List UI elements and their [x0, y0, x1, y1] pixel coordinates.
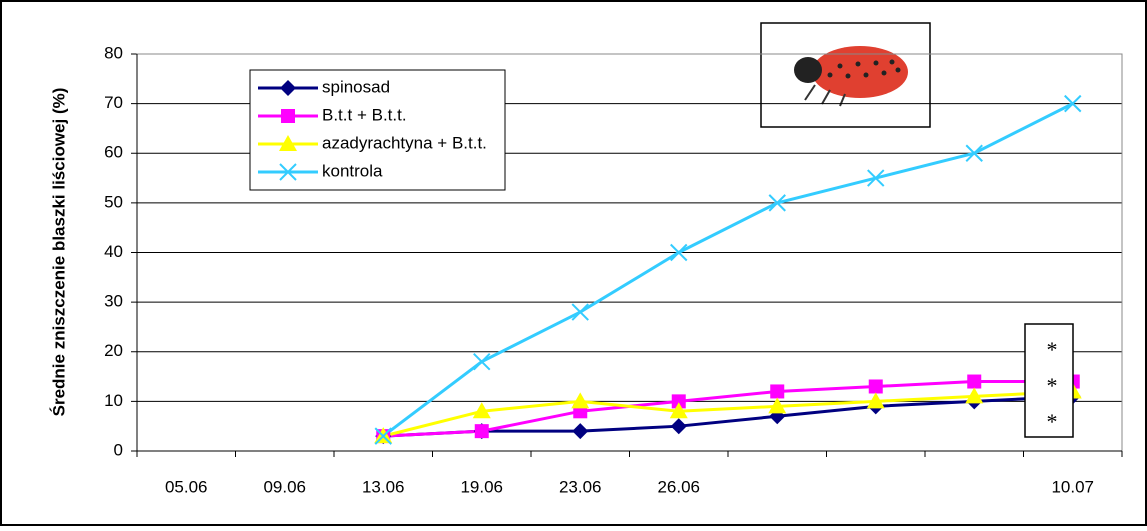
- annotation: *: [1047, 409, 1058, 434]
- x-tick-label: 05.06: [165, 477, 208, 496]
- x-tick-label: 19.06: [460, 477, 503, 496]
- chart: Średnie zniszczenie blaszki liściowej (%…: [0, 0, 1147, 526]
- x-tick-label: 09.06: [263, 477, 306, 496]
- y-tick-label: 20: [104, 341, 123, 360]
- y-tick-label: 10: [104, 391, 123, 410]
- y-tick-label: 40: [104, 242, 123, 261]
- legend-label: spinosad: [322, 77, 390, 96]
- chart-frame: [1, 1, 1146, 525]
- legend-label: kontrola: [322, 161, 383, 180]
- annotation: *: [1047, 337, 1058, 362]
- marker: [869, 379, 883, 393]
- caterpillar-image: [761, 23, 930, 127]
- marker: [967, 375, 981, 389]
- y-tick-label: 80: [104, 43, 123, 62]
- y-tick-label: 60: [104, 143, 123, 162]
- y-tick-label: 0: [114, 440, 123, 459]
- legend-marker: [281, 109, 295, 123]
- x-tick-label: 13.06: [362, 477, 405, 496]
- annotation: *: [1047, 373, 1058, 398]
- legend: spinosad B.t.t + B.t.t. azadyrachtyna + B.…: [250, 70, 505, 190]
- legend-label: azadyrachtyna + B.t.t.: [322, 133, 487, 152]
- y-tick-label: 50: [104, 192, 123, 211]
- legend-label: B.t.t + B.t.t.: [322, 105, 407, 124]
- marker: [770, 384, 784, 398]
- y-tick-label: 70: [104, 93, 123, 112]
- x-tick-label: 26.06: [657, 477, 700, 496]
- y-tick-label: 30: [104, 292, 123, 311]
- x-tick-label: 23.06: [559, 477, 602, 496]
- marker: [475, 424, 489, 438]
- x-tick-label: 10.07: [1051, 477, 1094, 496]
- page: {"chart_data": {"type": "line", "y_label…: [0, 0, 1147, 531]
- y-axis-title: Średnie zniszczenie blaszki liściowej (%…: [49, 88, 68, 417]
